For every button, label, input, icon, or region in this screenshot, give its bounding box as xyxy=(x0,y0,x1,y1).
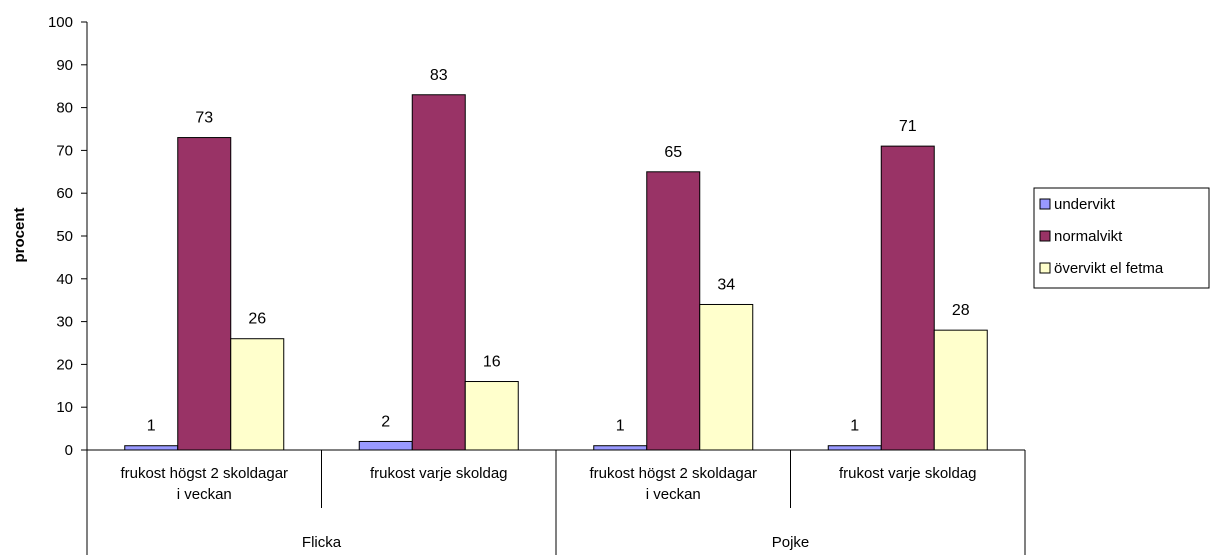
data-label: 28 xyxy=(952,302,970,319)
bar xyxy=(593,445,648,451)
bar xyxy=(933,329,988,451)
y-tick-label: 40 xyxy=(56,271,73,288)
legend-label: normalvikt xyxy=(1054,228,1123,245)
x-group-label: Pojke xyxy=(772,534,810,551)
y-axis: 0 10 20 30 40 50 60 70 80 90 100 xyxy=(48,14,88,459)
y-tick-label: 0 xyxy=(65,442,73,459)
x-category-label: frukost varje skoldag xyxy=(370,465,508,482)
legend-swatch xyxy=(1039,230,1051,242)
legend-box xyxy=(1033,187,1210,289)
bar xyxy=(358,440,413,451)
data-label: 16 xyxy=(483,354,501,371)
x-category-label: frukost varje skoldag xyxy=(839,465,977,482)
legend-label: övervikt el fetma xyxy=(1054,260,1164,277)
data-label: 1 xyxy=(616,418,625,435)
x-group-label: Flicka xyxy=(302,534,342,551)
legend: undervikt normalvikt övervikt el fetma xyxy=(1033,187,1210,289)
data-label: 73 xyxy=(195,110,213,127)
y-tick-label: 50 xyxy=(56,228,73,245)
bar xyxy=(124,445,179,451)
y-tick-label: 20 xyxy=(56,356,73,373)
data-label: 71 xyxy=(899,118,917,135)
x-axis: frukost högst 2 skoldagar i veckan frukost… xyxy=(86,449,1026,555)
y-tick-label: 30 xyxy=(56,314,73,331)
bars xyxy=(124,94,988,451)
data-label: 83 xyxy=(430,67,448,84)
legend-label: undervikt xyxy=(1054,196,1116,213)
data-label: 26 xyxy=(248,311,266,328)
y-tick-label: 100 xyxy=(48,14,73,31)
bar xyxy=(411,94,466,451)
x-category-label: i veckan xyxy=(646,486,701,503)
y-tick-label: 60 xyxy=(56,185,73,202)
y-tick-label: 80 xyxy=(56,100,73,117)
data-label: 1 xyxy=(850,418,859,435)
bar xyxy=(646,171,701,451)
legend-swatch xyxy=(1039,262,1051,274)
bar xyxy=(699,303,754,451)
data-label: 65 xyxy=(664,144,682,161)
data-label: 1 xyxy=(147,418,156,435)
y-tick-label: 90 xyxy=(56,57,73,74)
bar xyxy=(177,137,232,451)
data-label: 34 xyxy=(717,276,735,293)
y-axis-title: procent xyxy=(11,207,28,262)
y-tick-label: 70 xyxy=(56,142,73,159)
y-tick-label: 10 xyxy=(56,399,73,416)
legend-swatch xyxy=(1039,198,1051,210)
data-label: 2 xyxy=(381,413,390,430)
x-category-label: frukost högst 2 skoldagar xyxy=(120,465,288,482)
x-category-label: i veckan xyxy=(177,486,232,503)
data-labels: 1 73 26 2 83 16 1 65 34 1 71 28 xyxy=(147,67,970,435)
x-category-label: frukost högst 2 skoldagar xyxy=(589,465,757,482)
bar xyxy=(230,338,285,451)
bar xyxy=(827,445,882,451)
bar xyxy=(880,145,935,451)
bar xyxy=(464,381,519,451)
